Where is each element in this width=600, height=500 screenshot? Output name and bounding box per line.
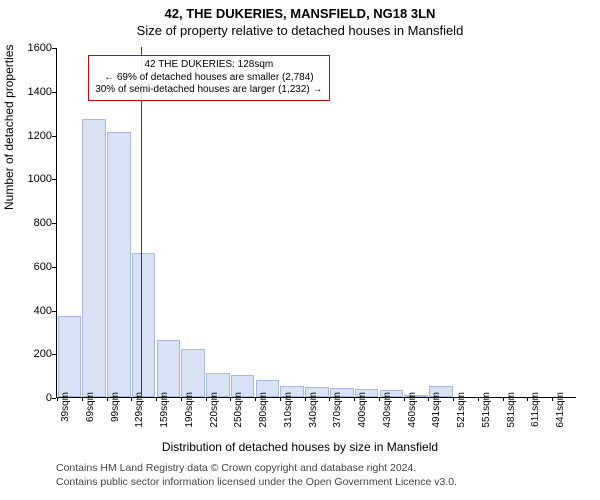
y-tick-mark (52, 311, 56, 312)
y-tick-label: 800 (20, 217, 52, 229)
y-tick-label: 1600 (20, 42, 52, 54)
x-tick-label: 430sqm (382, 392, 393, 428)
y-tick-label: 1400 (20, 86, 52, 98)
x-tick-label: 400sqm (357, 392, 368, 428)
y-tick-label: 0 (20, 392, 52, 404)
x-tick-mark (503, 397, 504, 401)
y-tick-mark (52, 267, 56, 268)
x-tick-mark (428, 397, 429, 401)
x-tick-label: 460sqm (407, 392, 418, 428)
x-tick-mark (329, 397, 330, 401)
histogram-bar (157, 340, 181, 397)
x-tick-mark (57, 397, 58, 401)
x-tick-label: 521sqm (456, 392, 467, 428)
x-tick-label: 370sqm (332, 392, 343, 428)
x-tick-mark (305, 397, 306, 401)
x-tick-label: 220sqm (209, 392, 220, 428)
histogram-bar (132, 253, 156, 397)
x-tick-mark (404, 397, 405, 401)
x-tick-mark (280, 397, 281, 401)
y-tick-mark (52, 48, 56, 49)
histogram-bar (58, 316, 82, 397)
y-tick-label: 200 (20, 348, 52, 360)
y-tick-mark (52, 136, 56, 137)
title-subtitle: Size of property relative to detached ho… (0, 21, 600, 38)
x-tick-label: 611sqm (530, 392, 541, 427)
footnote-line1: Contains HM Land Registry data © Crown c… (56, 462, 416, 474)
x-tick-mark (181, 397, 182, 401)
x-tick-label: 340sqm (308, 392, 319, 428)
x-tick-mark (206, 397, 207, 401)
y-tick-label: 400 (20, 305, 52, 317)
x-tick-label: 310sqm (283, 392, 294, 428)
x-tick-mark (354, 397, 355, 401)
x-tick-label: 69sqm (85, 392, 96, 422)
y-tick-mark (52, 92, 56, 93)
x-tick-label: 581sqm (506, 392, 517, 428)
histogram-bar (107, 132, 131, 397)
x-tick-mark (107, 397, 108, 401)
y-tick-label: 600 (20, 261, 52, 273)
annotation-line2: ← 69% of detached houses are smaller (2,… (104, 72, 314, 83)
footnote: Contains HM Land Registry data © Crown c… (56, 462, 457, 489)
y-axis-label: Number of detached properties (2, 45, 16, 210)
histogram-bar (82, 119, 106, 397)
x-tick-mark (552, 397, 553, 401)
x-tick-label: 39sqm (60, 392, 71, 422)
annotation-line1: 42 THE DUKERIES: 128sqm (144, 59, 273, 70)
annotation-box: 42 THE DUKERIES: 128sqm ← 69% of detached… (88, 55, 329, 101)
x-tick-mark (131, 397, 132, 401)
x-tick-mark (478, 397, 479, 401)
x-tick-mark (82, 397, 83, 401)
x-tick-label: 190sqm (184, 392, 195, 428)
title-address: 42, THE DUKERIES, MANSFIELD, NG18 3LN (0, 0, 600, 21)
x-axis-label: Distribution of detached houses by size … (0, 440, 600, 454)
x-tick-label: 159sqm (159, 392, 170, 428)
x-tick-label: 99sqm (110, 392, 121, 422)
y-tick-mark (52, 179, 56, 180)
y-tick-label: 1200 (20, 130, 52, 142)
x-tick-mark (527, 397, 528, 401)
x-tick-mark (453, 397, 454, 401)
x-tick-label: 641sqm (555, 392, 566, 428)
x-tick-label: 129sqm (134, 392, 145, 428)
y-tick-mark (52, 398, 56, 399)
y-tick-label: 1000 (20, 173, 52, 185)
x-tick-label: 551sqm (481, 392, 492, 428)
y-tick-mark (52, 223, 56, 224)
x-tick-label: 280sqm (258, 392, 269, 428)
x-tick-label: 250sqm (233, 392, 244, 428)
histogram-bar (181, 349, 205, 397)
x-tick-mark (230, 397, 231, 401)
footnote-line2: Contains public sector information licen… (56, 476, 457, 488)
annotation-line3: 30% of semi-detached houses are larger (… (95, 84, 322, 95)
x-tick-label: 491sqm (431, 392, 442, 428)
y-tick-mark (52, 354, 56, 355)
x-tick-mark (156, 397, 157, 401)
x-tick-mark (255, 397, 256, 401)
x-tick-mark (379, 397, 380, 401)
chart-plot-area: 39sqm69sqm99sqm129sqm159sqm190sqm220sqm2… (56, 48, 576, 398)
